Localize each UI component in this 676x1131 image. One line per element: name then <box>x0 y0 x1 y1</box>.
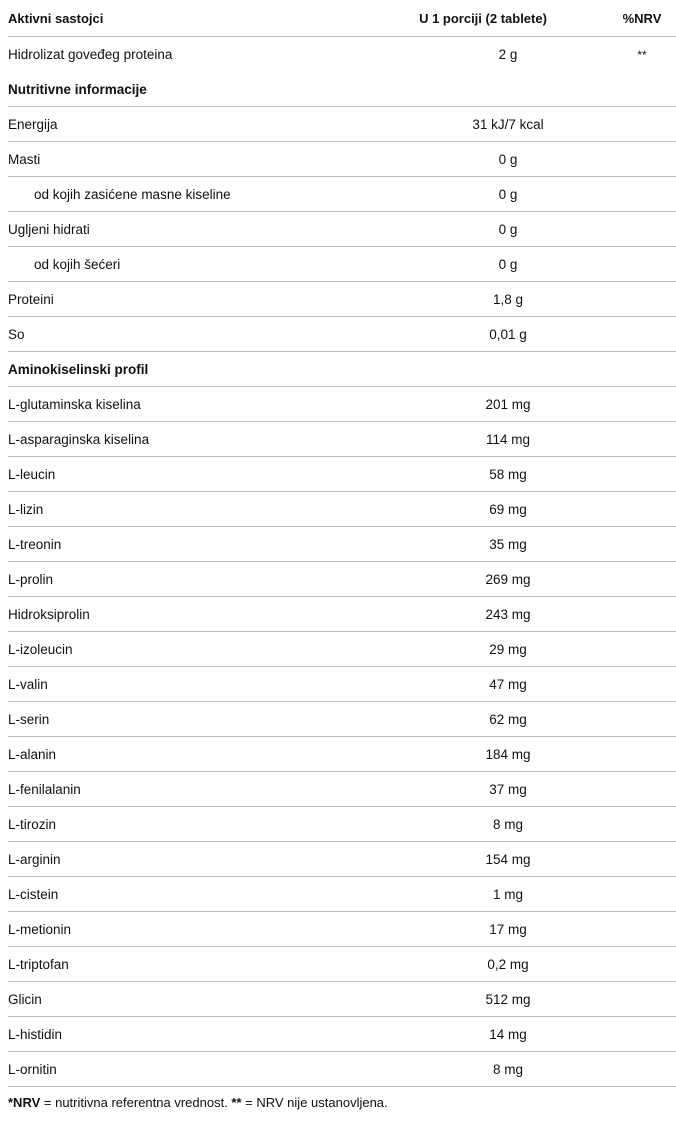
row-value: 69 mg <box>489 501 527 517</box>
section-nutrition: Nutritivne informacije <box>8 72 676 107</box>
table-row: L-cistein 1 mg <box>8 877 676 912</box>
nutrition-table: Aktivni sastojci U 1 porciji (2 tablete)… <box>8 0 676 1087</box>
row-nrv: ** <box>637 47 647 62</box>
table-row: L-arginin 154 mg <box>8 842 676 877</box>
row-value: 47 mg <box>489 676 527 692</box>
row-name: Masti <box>8 151 41 167</box>
row-name: So <box>8 326 25 342</box>
row-name: L-fenilalanin <box>8 781 81 797</box>
table-row: L-lizin 69 mg <box>8 492 676 527</box>
table-row: L-alanin 184 mg <box>8 737 676 772</box>
row-value: 37 mg <box>489 781 527 797</box>
table-row: L-glutaminska kiselina 201 mg <box>8 387 676 422</box>
footnote-star-label: ** <box>231 1095 242 1110</box>
row-name: L-lizin <box>8 501 44 517</box>
table-row: L-valin 47 mg <box>8 667 676 702</box>
table-row: Energija 31 kJ/7 kcal <box>8 107 676 142</box>
row-value: 62 mg <box>489 711 527 727</box>
header-name: Aktivni sastojci <box>8 10 104 26</box>
section-amino: Aminokiselinski profil <box>8 352 676 387</box>
header-nrv: %NRV <box>622 10 662 26</box>
table-row: Ugljeni hidrati 0 g <box>8 212 676 247</box>
row-name: Hidrolizat goveđeg proteina <box>8 47 173 62</box>
row-name: L-glutaminska kiselina <box>8 396 141 412</box>
footnote-star-text: = NRV nije ustanovljena. <box>241 1095 388 1110</box>
header-per-serving: U 1 porciji (2 tablete) <box>419 10 547 26</box>
footnote: *NRV = nutritivna referentna vrednost. *… <box>8 1096 388 1110</box>
row-value: 1 mg <box>492 886 523 902</box>
row-value: 201 mg <box>485 396 531 412</box>
row-value: 512 mg <box>485 991 531 1007</box>
table-row: L-ornitin 8 mg <box>8 1052 676 1087</box>
section-title: Nutritivne informacije <box>8 81 147 97</box>
row-value: 2 g <box>498 47 518 62</box>
row-name: L-triptofan <box>8 956 69 972</box>
row-name: L-cistein <box>8 886 59 902</box>
table-row: od kojih zasićene masne kiseline 0 g <box>8 177 676 212</box>
footnote-nrv-label: *NRV <box>8 1095 41 1110</box>
row-value: 17 mg <box>489 921 527 937</box>
row-value: 14 mg <box>489 1026 527 1042</box>
row-name: L-metionin <box>8 921 72 937</box>
table-row: od kojih šećeri 0 g <box>8 247 676 282</box>
row-value: 29 mg <box>489 641 527 657</box>
row-name: L-treonin <box>8 536 62 552</box>
row-value: 35 mg <box>489 536 527 552</box>
row-value: 184 mg <box>485 746 531 762</box>
section-title: Aminokiselinski profil <box>8 361 149 377</box>
row-value: 0 g <box>498 186 518 202</box>
row-name: Energija <box>8 116 58 132</box>
row-name: Glicin <box>8 991 42 1007</box>
table-row: Glicin 512 mg <box>8 982 676 1017</box>
row-value: 114 mg <box>485 431 531 447</box>
table-row: L-tirozin 8 mg <box>8 807 676 842</box>
row-name: L-alanin <box>8 746 57 762</box>
row-value: 1,8 g <box>492 291 524 307</box>
table-row: L-histidin 14 mg <box>8 1017 676 1052</box>
row-value: 58 mg <box>489 466 527 482</box>
row-name: L-leucin <box>8 466 56 482</box>
row-value: 0,2 mg <box>487 956 529 972</box>
table-header: Aktivni sastojci U 1 porciji (2 tablete)… <box>8 0 676 37</box>
table-row: L-triptofan 0,2 mg <box>8 947 676 982</box>
table-row: L-treonin 35 mg <box>8 527 676 562</box>
row-name: Ugljeni hidrati <box>8 221 90 237</box>
table-row: L-serin 62 mg <box>8 702 676 737</box>
row-value: 0 g <box>498 221 518 237</box>
row-name: od kojih zasićene masne kiseline <box>34 186 231 202</box>
row-value: 0 g <box>498 256 518 272</box>
row-value: 269 mg <box>485 571 531 587</box>
row-name: L-prolin <box>8 571 54 587</box>
row-name: L-histidin <box>8 1026 63 1042</box>
table-row: Masti 0 g <box>8 142 676 177</box>
row-name: L-ornitin <box>8 1061 57 1077</box>
table-row: So 0,01 g <box>8 317 676 352</box>
table-row: Proteini 1,8 g <box>8 282 676 317</box>
table-row: L-prolin 269 mg <box>8 562 676 597</box>
row-value: 243 mg <box>485 606 531 622</box>
row-name: L-arginin <box>8 851 61 867</box>
row-name: L-serin <box>8 711 50 727</box>
row-name: L-izoleucin <box>8 641 73 657</box>
row-name: L-tirozin <box>8 816 57 832</box>
row-value: 154 mg <box>485 851 531 867</box>
row-name: od kojih šećeri <box>34 256 121 272</box>
row-value: 0 g <box>498 151 518 167</box>
table-row: L-fenilalanin 37 mg <box>8 772 676 807</box>
row-name: L-valin <box>8 676 48 692</box>
row-name: L-asparaginska kiselina <box>8 431 150 447</box>
table-row: Hidroksiprolin 243 mg <box>8 597 676 632</box>
table-row: L-izoleucin 29 mg <box>8 632 676 667</box>
row-value: 8 mg <box>492 816 523 832</box>
row-value: 8 mg <box>492 1061 523 1077</box>
table-row: L-asparaginska kiselina 114 mg <box>8 422 676 457</box>
row-value: 31 kJ/7 kcal <box>472 116 544 132</box>
table-row: Hidrolizat goveđeg proteina 2 g ** <box>8 37 676 72</box>
table-row: L-metionin 17 mg <box>8 912 676 947</box>
table-row: L-leucin 58 mg <box>8 457 676 492</box>
row-value: 0,01 g <box>489 326 527 342</box>
row-name: Hidroksiprolin <box>8 606 90 622</box>
footnote-nrv-text: = nutritivna referentna vrednost. <box>40 1095 232 1110</box>
row-name: Proteini <box>8 291 54 307</box>
